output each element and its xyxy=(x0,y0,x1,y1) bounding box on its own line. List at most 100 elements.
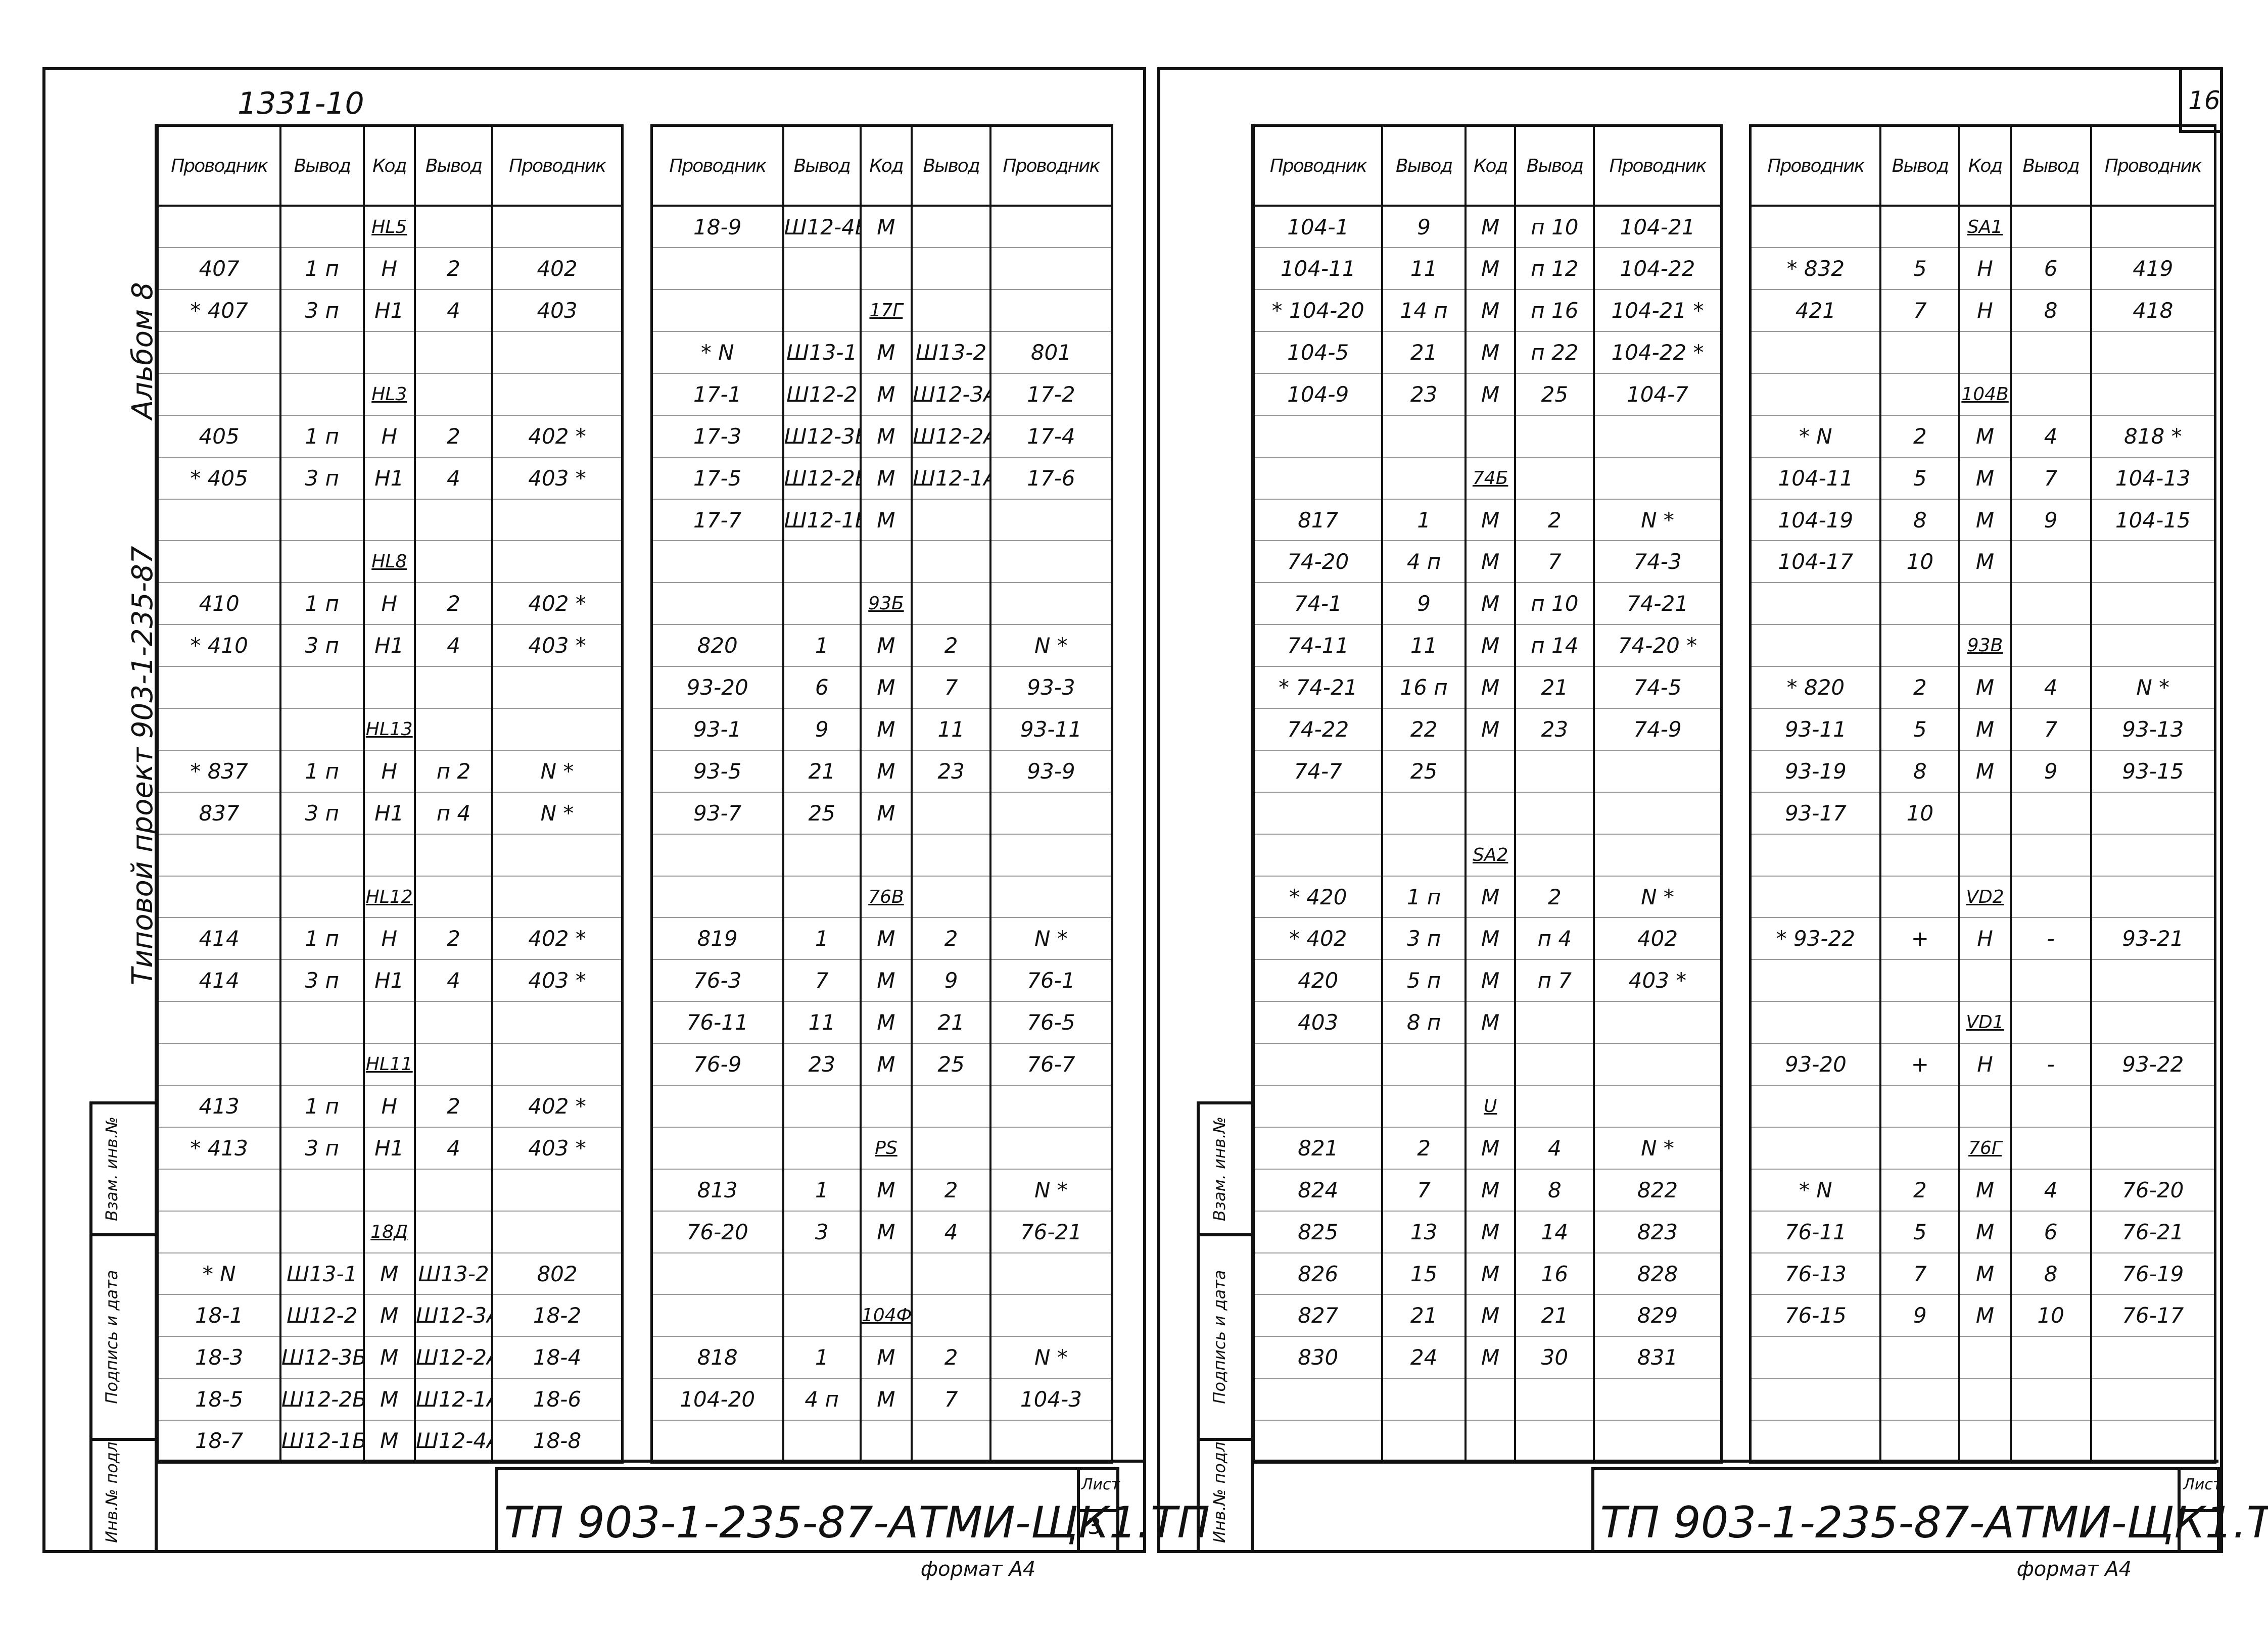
cell: 104-1 xyxy=(1252,206,1384,249)
table-row: SA2 xyxy=(1252,834,1723,877)
cell xyxy=(362,666,416,709)
cell xyxy=(859,541,913,584)
cell xyxy=(156,708,281,751)
cell xyxy=(2009,1085,2092,1128)
cell xyxy=(491,373,624,416)
table-row: 76Г xyxy=(1749,1127,2216,1170)
cell: 826 xyxy=(1252,1252,1384,1295)
cell: 421 xyxy=(1749,289,1882,332)
table-row: SA1 xyxy=(1749,206,2216,249)
cell xyxy=(279,1001,365,1044)
table-row xyxy=(650,1420,1113,1463)
cell xyxy=(2090,876,2216,919)
cell: М xyxy=(859,373,913,416)
cell: 93-22 xyxy=(2090,1043,2216,1086)
cell: 8 п xyxy=(1381,1001,1467,1044)
cell xyxy=(2009,1001,2092,1044)
cell xyxy=(1879,373,1961,416)
cell xyxy=(1958,1420,2012,1463)
cell xyxy=(1879,1336,1961,1379)
table-row xyxy=(1749,583,2216,625)
column-header: Код xyxy=(1958,124,2012,207)
header-row: Проводник Вывод Код Вывод Проводник xyxy=(1749,124,2216,207)
cell: 25 xyxy=(782,792,862,835)
cell: 16 xyxy=(1514,1252,1595,1295)
cell xyxy=(911,834,992,877)
cell: Ш12-3А xyxy=(911,373,992,416)
cell xyxy=(1958,792,2012,835)
cell xyxy=(782,834,862,877)
table-row: 818 1 М 2 N * xyxy=(650,1336,1113,1379)
cell: 23 xyxy=(911,750,992,793)
column-header: Проводник xyxy=(2090,124,2216,207)
table-row: 820 1 М 2 N * xyxy=(650,624,1113,667)
cell xyxy=(156,1001,281,1044)
column-header: Проводник xyxy=(989,124,1113,207)
cell: 21 xyxy=(911,1001,992,1044)
cell: М xyxy=(362,1420,416,1463)
table-row: 817 1 М 2 N * xyxy=(1252,499,1723,542)
cell: 17-2 xyxy=(989,373,1113,416)
cell: 22 xyxy=(1381,708,1467,751)
cell: 802 xyxy=(491,1252,624,1295)
cell: 9 xyxy=(1381,583,1467,625)
cell xyxy=(1593,1420,1723,1463)
cell: 21 xyxy=(1381,331,1467,374)
table-row: 104-19 8 М 9 104-15 xyxy=(1749,499,2216,542)
cell xyxy=(1464,1420,1517,1463)
cell: 18-5 xyxy=(156,1378,281,1421)
cell xyxy=(413,499,494,542)
cell xyxy=(2009,959,2092,1002)
cell xyxy=(156,1169,281,1212)
cell: 21 xyxy=(782,750,862,793)
cell: 24 xyxy=(1381,1336,1467,1379)
cell: М xyxy=(859,1169,913,1212)
stamp-label: Подпись и дата xyxy=(102,1270,122,1404)
cell xyxy=(491,206,624,249)
table-row: 405 1 п Н 2 402 * xyxy=(156,415,624,458)
cell xyxy=(2090,959,2216,1002)
cell: 827 xyxy=(1252,1294,1384,1337)
cell xyxy=(413,834,494,877)
cell: 10 xyxy=(1879,792,1961,835)
cell xyxy=(782,289,862,332)
cell xyxy=(362,1001,416,1044)
cell xyxy=(413,666,494,709)
table-row xyxy=(156,499,624,542)
cell: * 410 xyxy=(156,624,281,667)
cell xyxy=(1593,1043,1723,1086)
cell xyxy=(2090,1085,2216,1128)
table-row: 104-17 10 М xyxy=(1749,541,2216,584)
cell: 74Б xyxy=(1464,457,1517,500)
cell xyxy=(1514,1378,1595,1421)
cell xyxy=(911,792,992,835)
cell: 23 xyxy=(1514,708,1595,751)
cell xyxy=(1879,1420,1961,1463)
column-header: Вывод xyxy=(782,124,862,207)
cell xyxy=(1879,834,1961,877)
cell: 6 xyxy=(2009,248,2092,291)
cell: N * xyxy=(1593,876,1723,919)
cell: N * xyxy=(491,750,624,793)
cell: 76В xyxy=(859,876,913,919)
cell xyxy=(1879,876,1961,919)
table-row: * 405 3 п Н1 4 403 * xyxy=(156,457,624,500)
cell: 93-20 xyxy=(1749,1043,1882,1086)
cell xyxy=(491,708,624,751)
cell: 76-21 xyxy=(2090,1211,2216,1253)
cell: 7 xyxy=(1514,541,1595,584)
cell: Ш12-2А xyxy=(413,1336,494,1379)
cell: Н xyxy=(362,1085,416,1128)
table-row: 93-20 + Н -93-22 xyxy=(1749,1043,2216,1086)
cell xyxy=(1464,415,1517,458)
cell xyxy=(491,666,624,709)
cell: 402 xyxy=(491,248,624,291)
table-row: 93-7 25 М xyxy=(650,792,1113,835)
cell: Ш12-2 xyxy=(782,373,862,416)
cell xyxy=(1593,1085,1723,1128)
cell xyxy=(362,499,416,542)
